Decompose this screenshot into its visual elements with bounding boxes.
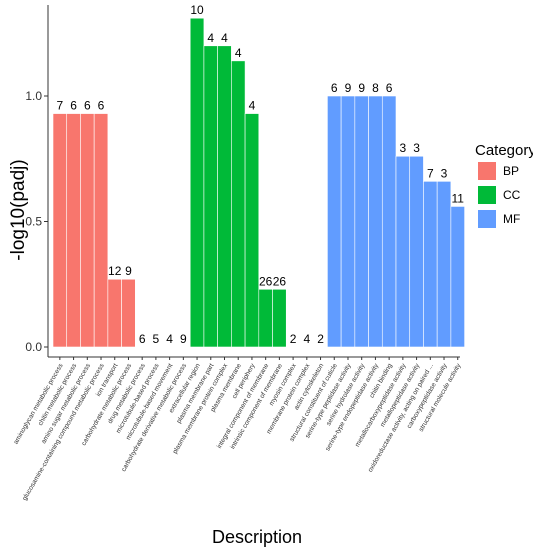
bar-count-label: 5 [153,332,160,346]
bar-count-label: 26 [259,274,273,288]
bar-count-label: 6 [331,81,338,95]
legend-swatch [478,210,496,228]
bars [52,17,465,348]
legend-swatch [478,162,496,180]
legend-swatch [478,186,496,204]
bar-count-label: 9 [358,81,365,95]
bar [327,95,342,348]
bar [203,45,218,348]
bar-count-label: 9 [125,264,132,278]
bar-count-label: 3 [413,141,420,155]
bar [121,278,136,348]
bar [423,181,438,348]
bar-count-label: 6 [84,99,91,113]
y-tick-label: 0.5 [25,215,42,229]
bar [189,17,205,348]
bar-count-label: 11 [452,191,465,205]
bar-count-label: 3 [441,166,448,180]
bar-count-label: 2 [317,332,324,346]
bar [272,288,287,348]
bar-count-label: 6 [98,99,105,113]
bar [66,113,81,348]
bar-count-label: 7 [427,166,434,180]
bar-count-label: 2 [290,332,297,346]
bar [52,113,68,348]
bar [217,45,232,348]
bar [258,288,273,348]
bar-count-label: 7 [57,99,64,113]
bar [80,113,95,348]
bar-count-label: 4 [166,332,173,346]
bar [368,95,383,348]
bar-count-label: 3 [400,141,407,155]
bar-count-label: 4 [207,31,214,45]
bar-count-label: 9 [345,81,352,95]
bar-count-label: 4 [249,99,256,113]
bar-count-label: 9 [180,332,187,346]
legend-title: Category [475,142,533,159]
bar-count-label: 4 [235,46,242,60]
bar-count-label: 10 [190,3,204,17]
bar [231,60,246,348]
bar-count-label: 8 [372,81,379,95]
bar-count-label: 4 [221,31,228,45]
x-axis-label: Description [212,527,302,547]
bar [107,278,122,348]
bar-count-label: 4 [303,332,310,346]
legend: Category BP CC MF [475,142,533,228]
bar [354,95,369,348]
bar [395,155,411,348]
bar [340,95,356,348]
axes [47,5,460,358]
bar-count-label: 6 [386,81,393,95]
y-tick-label: 1.0 [25,89,42,103]
legend-label: CC [503,188,521,202]
x-tick-label: aminoglycan metabolic process [13,362,65,446]
bar-count-label: 26 [273,274,287,288]
bar [436,181,452,348]
legend-label: MF [503,212,520,226]
y-ticks: 0.0 0.5 1.0 [25,89,48,354]
legend-label: BP [503,164,519,178]
y-axis-label: -log10(padj) [8,159,29,260]
bar-count-label: 6 [70,99,77,113]
bar [381,95,397,348]
bar [93,113,109,348]
bar [244,113,260,348]
y-tick-label: 0.0 [25,340,42,354]
legend-entries: BP CC MF [478,162,521,228]
bar-count-label: 12 [108,264,122,278]
bar [450,206,465,348]
bar-count-label: 6 [139,332,146,346]
bar [409,155,424,348]
